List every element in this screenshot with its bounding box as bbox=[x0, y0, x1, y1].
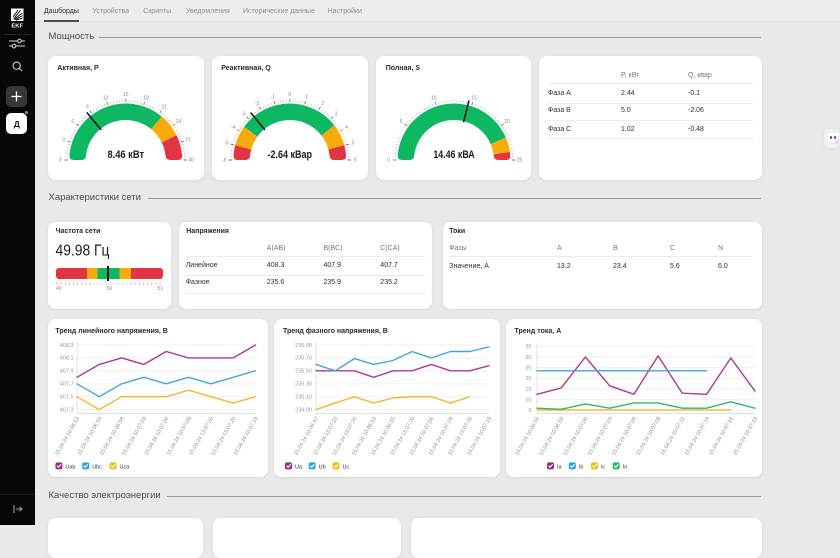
svg-text:49.98 Гц: 49.98 Гц bbox=[56, 243, 110, 260]
svg-text:235,70: 235,70 bbox=[295, 356, 312, 362]
svg-text:-1: -1 bbox=[271, 94, 276, 100]
svg-text:15.04.24 13:07:20: 15.04.24 13:07:20 bbox=[211, 416, 238, 457]
svg-text:-2: -2 bbox=[255, 101, 260, 107]
svg-text:15.04.24 13:07:20: 15.04.24 13:07:20 bbox=[188, 416, 215, 457]
svg-text:15.04.24 10:06:56: 15.04.24 10:06:56 bbox=[77, 416, 104, 457]
svg-text:15.04.24 10:07:16: 15.04.24 10:07:16 bbox=[708, 416, 735, 457]
svg-text:407,3: 407,3 bbox=[60, 407, 74, 413]
svg-text:1: 1 bbox=[305, 94, 308, 100]
svg-text:2: 2 bbox=[321, 101, 324, 107]
svg-text:0: 0 bbox=[387, 158, 390, 164]
svg-text:9: 9 bbox=[86, 105, 89, 111]
svg-text:Ib: Ib bbox=[579, 464, 584, 470]
svg-text:Ua: Ua bbox=[295, 464, 303, 470]
svg-text:407,9: 407,9 bbox=[60, 369, 74, 375]
svg-text:6: 6 bbox=[354, 158, 357, 164]
svg-text:15.04.24 10:07:09: 15.04.24 10:07:09 bbox=[635, 416, 662, 457]
svg-text:15.04.24 10:06:58: 15.04.24 10:06:58 bbox=[99, 416, 126, 457]
svg-text:15.04.24 10:07:06: 15.04.24 10:07:06 bbox=[144, 416, 171, 457]
svg-text:235,90: 235,90 bbox=[295, 343, 312, 349]
svg-text:3: 3 bbox=[335, 111, 338, 117]
svg-text:10: 10 bbox=[525, 398, 531, 404]
svg-text:5: 5 bbox=[352, 141, 355, 147]
svg-text:30: 30 bbox=[188, 158, 194, 164]
svg-text:20: 20 bbox=[525, 376, 531, 382]
svg-text:15: 15 bbox=[525, 387, 531, 393]
svg-text:35: 35 bbox=[525, 344, 531, 350]
svg-text:5: 5 bbox=[528, 408, 531, 414]
svg-text:-6: -6 bbox=[222, 158, 227, 164]
svg-text:12: 12 bbox=[103, 95, 109, 101]
svg-text:15.04.24 10:07:03: 15.04.24 10:07:03 bbox=[121, 416, 148, 457]
svg-text:15.04.24 10:07:19: 15.04.24 10:07:19 bbox=[732, 416, 759, 457]
svg-text:In: In bbox=[623, 464, 628, 470]
svg-text:18: 18 bbox=[143, 95, 149, 101]
svg-text:8.46 кВт: 8.46 кВт bbox=[107, 149, 144, 161]
svg-text:10: 10 bbox=[431, 95, 437, 101]
svg-text:20: 20 bbox=[504, 119, 510, 125]
svg-text:Ubc: Ubc bbox=[92, 464, 102, 470]
svg-text:408,3: 408,3 bbox=[60, 343, 74, 349]
svg-text:Uca: Uca bbox=[120, 464, 131, 470]
svg-text:25: 25 bbox=[517, 158, 523, 164]
svg-text:15.04.24 10:07:09: 15.04.24 10:07:09 bbox=[166, 416, 193, 457]
svg-text:Uc: Uc bbox=[343, 464, 350, 470]
svg-text:6: 6 bbox=[71, 119, 74, 125]
svg-text:0: 0 bbox=[288, 92, 291, 98]
svg-text:-2.64 кВар: -2.64 кВар bbox=[268, 149, 313, 161]
svg-text:24: 24 bbox=[176, 119, 182, 125]
svg-text:407,5: 407,5 bbox=[60, 395, 74, 401]
svg-text:-4: -4 bbox=[231, 125, 236, 131]
svg-text:15.04.24 10:07:06: 15.04.24 10:07:06 bbox=[611, 416, 638, 457]
svg-text:15: 15 bbox=[471, 95, 477, 101]
svg-text:235,10: 235,10 bbox=[295, 395, 312, 401]
svg-text:0: 0 bbox=[59, 158, 62, 164]
svg-text:-5: -5 bbox=[224, 141, 229, 147]
svg-text:Ub: Ub bbox=[319, 464, 326, 470]
svg-text:15.04.24 10:07:11: 15.04.24 10:07:11 bbox=[660, 416, 687, 456]
svg-text:Uab: Uab bbox=[65, 464, 75, 470]
svg-text:15.04.24 10:07:00: 15.04.24 10:07:00 bbox=[563, 416, 590, 457]
svg-text:Ia: Ia bbox=[557, 464, 563, 470]
svg-text:15.04.24 10:07:14: 15.04.24 10:07:14 bbox=[684, 416, 711, 457]
svg-text:14.46 кВА: 14.46 кВА bbox=[433, 149, 474, 161]
svg-text:25: 25 bbox=[525, 365, 531, 371]
svg-text:4: 4 bbox=[345, 125, 348, 131]
svg-text:21: 21 bbox=[161, 105, 167, 111]
svg-text:-3: -3 bbox=[241, 111, 246, 117]
svg-text:15.04.24 10:07:19: 15.04.24 10:07:19 bbox=[233, 416, 260, 457]
svg-text:27: 27 bbox=[185, 138, 191, 144]
svg-text:3: 3 bbox=[62, 138, 65, 144]
svg-text:234,90: 234,90 bbox=[295, 407, 312, 413]
svg-text:235,50: 235,50 bbox=[295, 369, 312, 375]
svg-text:15.04.24 10:06:58: 15.04.24 10:06:58 bbox=[539, 416, 566, 457]
svg-text:15: 15 bbox=[123, 92, 129, 98]
svg-text:Ic: Ic bbox=[601, 464, 606, 470]
svg-text:15.04.24 10:06:56: 15.04.24 10:06:56 bbox=[514, 416, 541, 457]
svg-text:15.04.24 10:07:03: 15.04.24 10:07:03 bbox=[587, 416, 614, 457]
svg-text:407,7: 407,7 bbox=[60, 382, 74, 388]
svg-text:5: 5 bbox=[400, 119, 403, 125]
svg-text:235,30: 235,30 bbox=[295, 382, 312, 388]
svg-text:30: 30 bbox=[525, 355, 531, 361]
svg-text:408,1: 408,1 bbox=[60, 356, 74, 362]
svg-text:15.04.24 10:06:53: 15.04.24 10:06:53 bbox=[54, 416, 81, 457]
